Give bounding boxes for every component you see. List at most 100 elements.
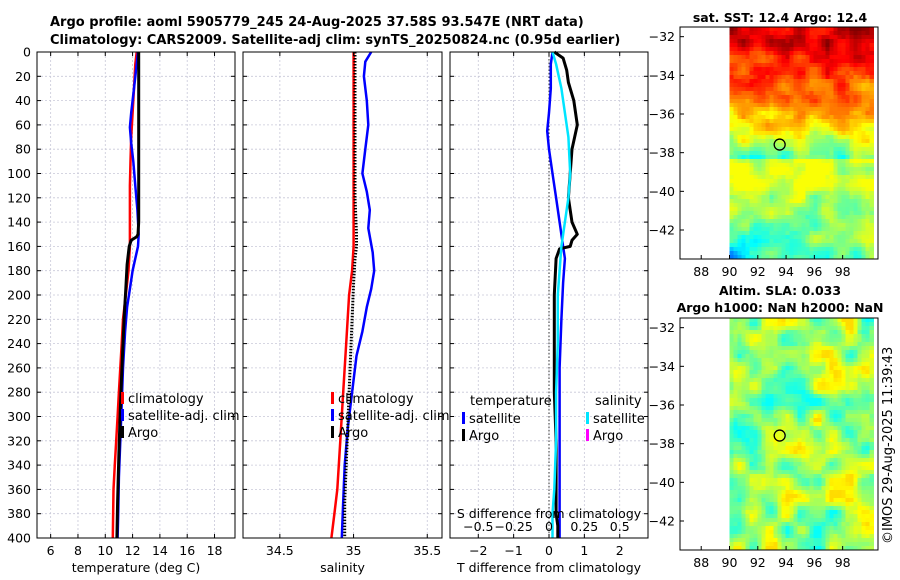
map-cell [749,442,754,447]
map-cell [793,147,798,152]
map-cell [793,139,798,144]
map-cell [785,39,790,44]
map-cell [733,326,738,331]
map-cell [865,223,870,228]
map-cell [793,470,798,475]
map-cell [737,422,742,427]
map-cell [729,494,734,499]
map-cell [849,522,854,527]
map-cell [821,518,826,523]
map-cell [797,518,802,523]
map-cell [769,203,774,208]
map-cell [765,39,770,44]
map-cell [785,223,790,228]
map-cell [805,474,810,479]
map-cell [825,143,830,148]
map-cell [845,330,850,335]
map-cell [809,235,814,240]
map-cell [757,179,762,184]
map-cell [781,358,786,363]
map-cell [857,167,862,172]
map-cell [813,243,818,248]
map-cell [813,354,818,359]
map-cell [773,67,778,72]
map-cell [849,338,854,343]
map-cell [869,490,874,495]
map-cell [757,207,762,212]
map-cell [773,370,778,375]
map-cell [741,534,746,539]
map-cell [853,466,858,471]
map-cell [765,526,770,531]
map-cell [737,239,742,244]
map-cell [805,506,810,511]
map-cell [797,207,802,212]
map-cell [777,486,782,491]
map-cell [737,474,742,479]
map-cell [769,187,774,192]
map-cell [785,466,790,471]
map-cell [765,322,770,327]
map-cell [729,514,734,519]
map-cell [805,378,810,383]
map-cell [865,251,870,256]
map-cell [753,398,758,403]
map-cell [773,255,778,260]
map-cell [737,39,742,44]
map-cell [733,43,738,48]
map-cell [825,366,830,371]
map-cell [841,498,846,503]
map-cell [805,546,810,551]
map-cell [729,510,734,515]
map-cell [741,63,746,68]
map-cell [805,31,810,36]
legend-swatch [121,426,124,438]
map-cell [813,175,818,180]
map-cell [745,546,750,551]
map-cell [809,147,814,152]
map-cell [793,163,798,168]
map-cell [749,219,754,224]
map-cell [773,143,778,148]
map-cell [829,390,834,395]
map-cell [753,203,758,208]
map-cell [773,530,778,535]
map-cell [745,502,750,507]
map-cell [801,362,806,367]
map-cell [781,338,786,343]
map-cell [865,151,870,156]
map-cell [777,362,782,367]
map-cell [817,534,822,539]
map-cell [789,115,794,120]
map-cell [761,354,766,359]
map-cell [741,342,746,347]
map-cell [753,522,758,527]
map-cell [849,378,854,383]
map-cell [845,111,850,116]
map-cell [829,538,834,543]
map-cell [801,406,806,411]
map-cell [797,35,802,40]
map-cell [733,446,738,451]
map-cell [829,235,834,240]
map-cell [749,478,754,483]
map-cell [833,67,838,72]
map-cell [869,187,874,192]
map-cell [761,418,766,423]
map-cell [789,510,794,515]
map-cell [729,506,734,511]
map-cell [833,39,838,44]
map-cell [777,510,782,515]
map-cell [805,486,810,491]
map-cell [849,231,854,236]
map-cell [857,47,862,52]
map-cell [793,386,798,391]
map-cell [745,239,750,244]
map-cell [865,31,870,36]
map-cell [741,334,746,339]
map-cell [765,502,770,507]
map-cell [741,530,746,535]
map-cell [857,155,862,160]
map-cell [817,390,822,395]
map-cell [777,135,782,140]
